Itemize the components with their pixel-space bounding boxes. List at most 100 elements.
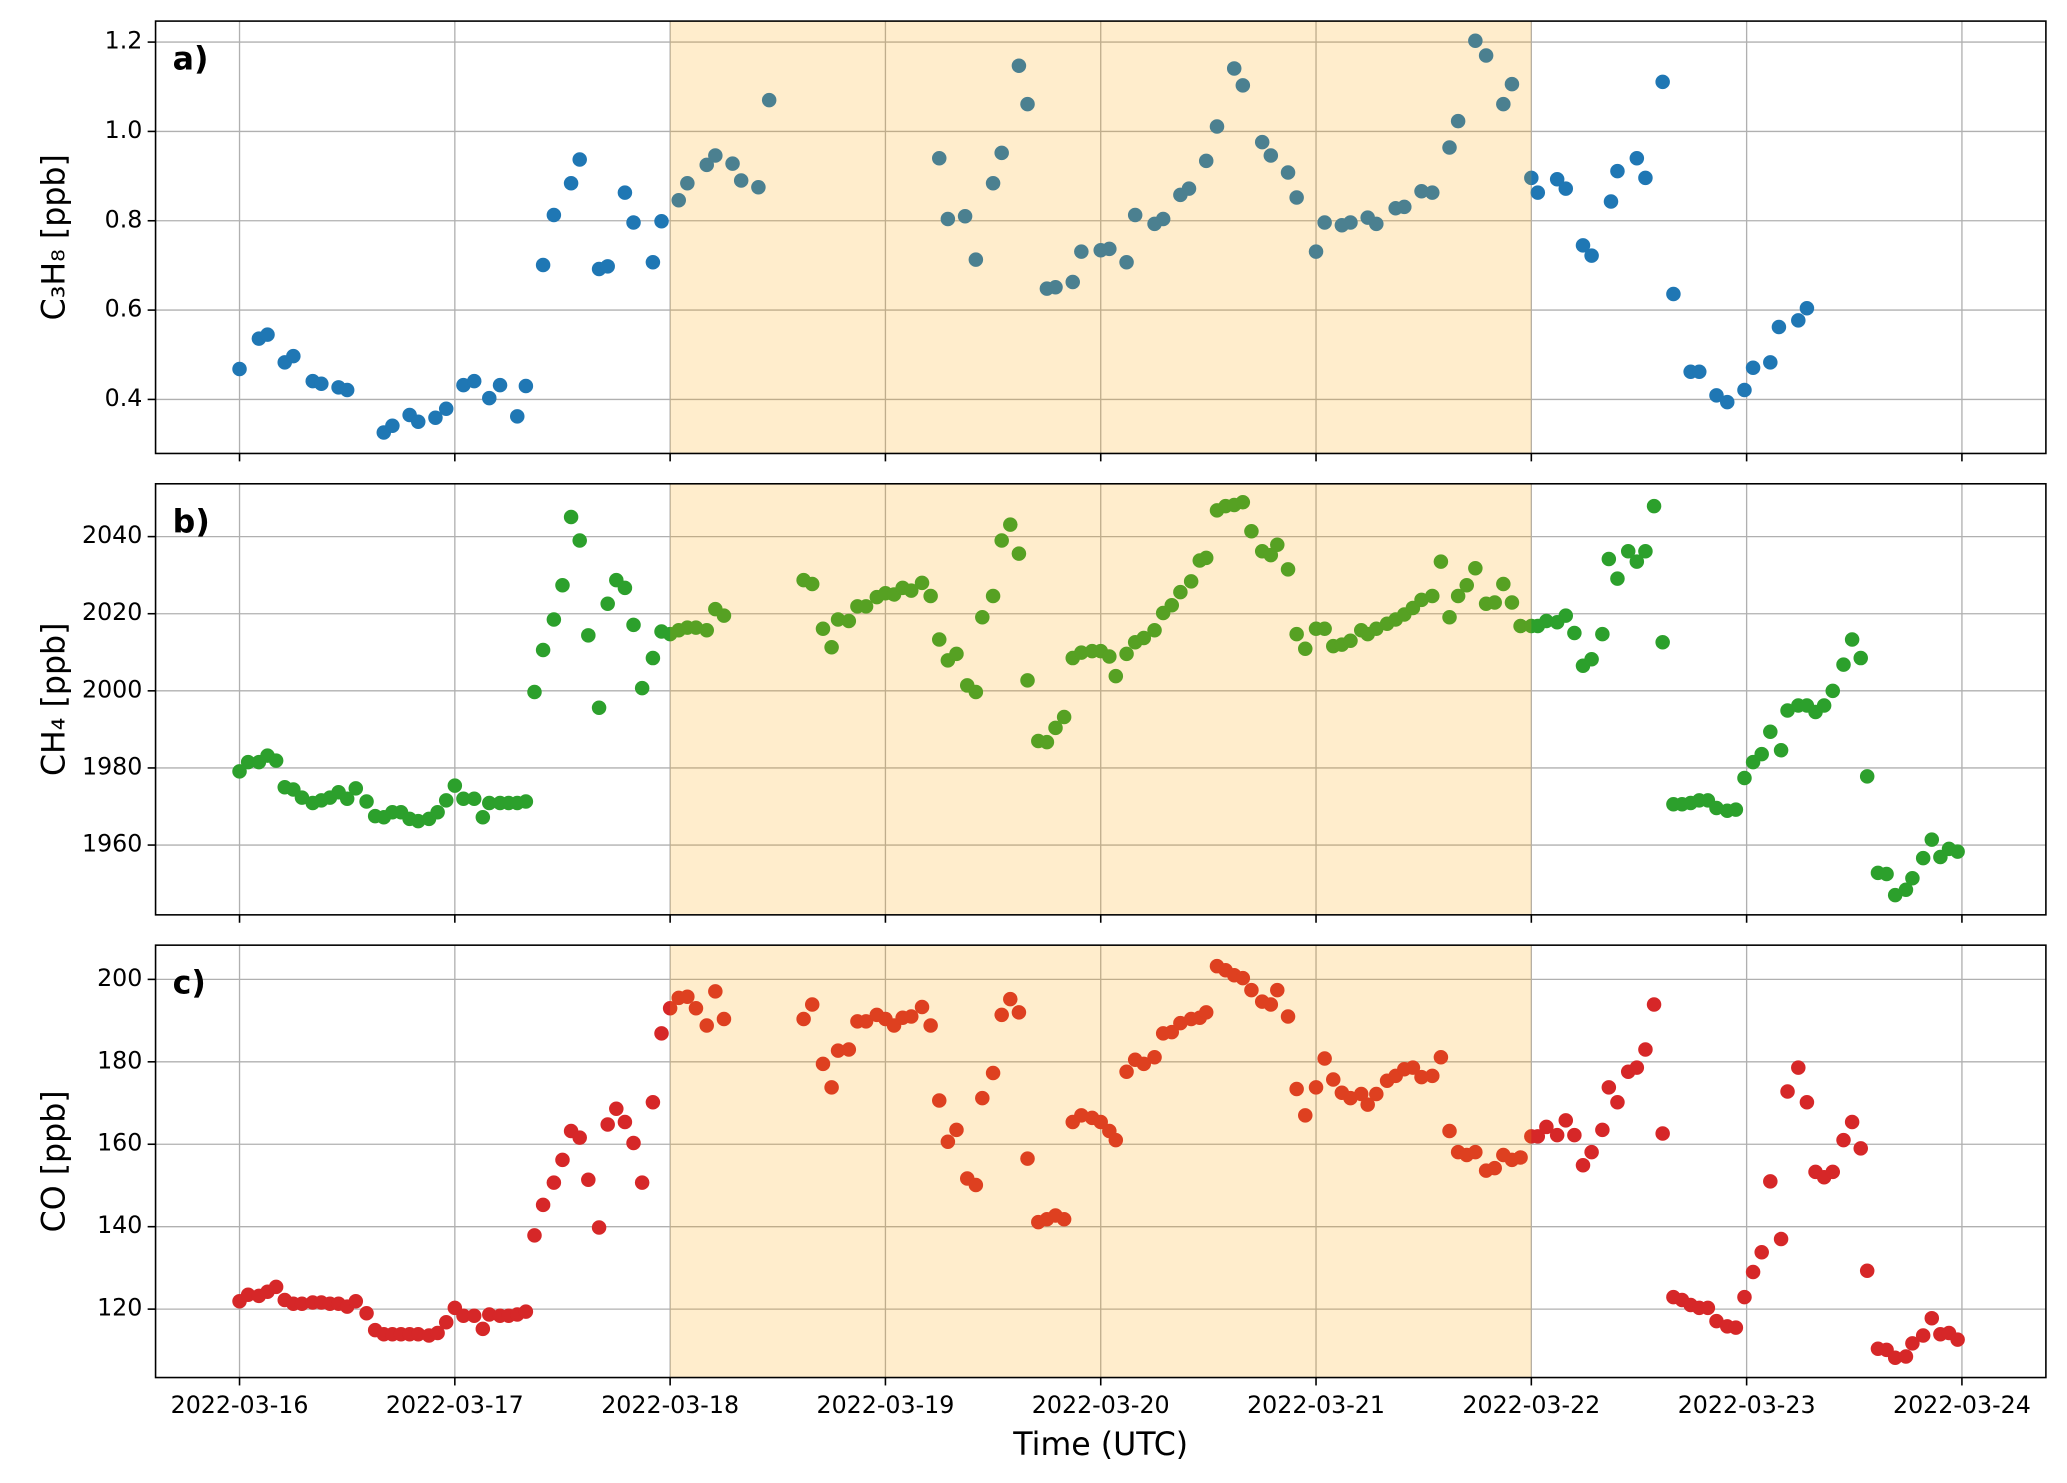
data-point <box>1263 997 1279 1012</box>
data-point <box>1433 1050 1449 1065</box>
data-point <box>510 409 525 424</box>
data-point <box>1343 215 1358 230</box>
data-point <box>688 1000 704 1016</box>
data-point <box>1235 78 1251 93</box>
data-point <box>975 609 990 625</box>
data-point <box>555 577 570 593</box>
data-point <box>1754 746 1769 762</box>
data-point <box>1263 547 1279 563</box>
data-point <box>1468 1144 1483 1160</box>
data-point <box>1020 96 1035 112</box>
data-point <box>1147 623 1162 638</box>
data-point <box>1478 48 1494 63</box>
data-point <box>1950 1332 1965 1347</box>
data-point <box>546 1175 562 1190</box>
data-point <box>968 1177 984 1193</box>
data-point <box>1298 1108 1313 1123</box>
data-point <box>609 1101 624 1117</box>
y-axis-label: C₃H₈ [ppb] <box>36 154 72 320</box>
data-point <box>1405 1060 1421 1075</box>
data-point <box>940 211 956 227</box>
data-point <box>645 255 661 270</box>
data-point <box>1164 597 1180 613</box>
data-point <box>985 1065 1001 1081</box>
shaded-span <box>670 945 1532 1378</box>
data-point <box>1737 1289 1752 1305</box>
data-point <box>1610 163 1625 179</box>
data-point <box>410 813 426 829</box>
data-point <box>1709 388 1724 403</box>
data-point <box>1343 633 1358 648</box>
data-point <box>1048 720 1063 736</box>
data-point <box>482 390 497 406</box>
data-point <box>1468 33 1483 48</box>
data-point <box>699 1018 714 1033</box>
data-point <box>994 145 1009 161</box>
data-point <box>1397 199 1412 215</box>
panel: 0.4 0.6 0.8 1.0 1.2 a) C₃H₈ [ppb] <box>36 20 2047 462</box>
data-point <box>1254 134 1270 150</box>
data-point <box>1198 1005 1214 1020</box>
data-point <box>563 509 579 525</box>
data-point <box>1425 1068 1440 1084</box>
data-point <box>1879 866 1894 882</box>
data-point <box>796 1011 811 1027</box>
data-point <box>1433 554 1449 569</box>
data-point <box>535 1197 551 1213</box>
data-point <box>654 1026 669 1041</box>
data-point <box>1011 546 1027 561</box>
data-point <box>1136 630 1152 646</box>
data-point <box>1887 887 1903 903</box>
data-point <box>1539 1119 1554 1135</box>
data-point <box>617 580 633 596</box>
data-point <box>1601 551 1617 567</box>
data-point <box>348 1294 364 1309</box>
data-point <box>824 640 839 655</box>
data-point <box>1414 184 1429 199</box>
data-point <box>1655 74 1670 90</box>
data-point <box>1709 1313 1724 1329</box>
data-point <box>626 215 641 230</box>
data-point <box>1119 646 1134 662</box>
data-point <box>466 1308 482 1323</box>
data-point <box>1119 255 1134 270</box>
data-point <box>1610 571 1625 586</box>
data-point <box>985 175 1001 191</box>
data-point <box>841 1042 857 1057</box>
panel: 120 140 160 180 200 2022-03-16 2022-03-17 2022-… <box>36 944 2047 1419</box>
data-point <box>680 989 695 1004</box>
data-point <box>617 1114 633 1130</box>
x-tick-label: 2022-03-24 <box>1893 1391 2031 1419</box>
x-axis-label: Time (UTC) <box>1012 1427 1188 1463</box>
data-point <box>1859 1263 1875 1279</box>
data-point <box>1575 238 1591 253</box>
shaded-span <box>670 483 1532 915</box>
data-point <box>1780 703 1795 718</box>
data-point <box>1317 215 1332 230</box>
data-point <box>527 684 542 700</box>
data-point <box>359 794 374 809</box>
data-point <box>475 1321 491 1337</box>
y-tick-label: 2040 <box>82 521 142 549</box>
data-point <box>1425 588 1440 604</box>
data-point <box>1289 626 1304 642</box>
data-point <box>1603 194 1619 209</box>
y-tick-label: 1.2 <box>105 27 143 55</box>
data-point <box>708 984 723 999</box>
data-point <box>572 1130 587 1145</box>
x-tick-label: 2022-03-16 <box>171 1391 309 1419</box>
data-point <box>447 778 463 793</box>
data-point <box>815 621 831 637</box>
data-point <box>680 175 695 191</box>
data-point <box>1442 140 1457 155</box>
data-point <box>904 583 919 598</box>
data-point <box>1728 802 1744 817</box>
data-point <box>1549 1127 1565 1143</box>
data-point <box>1638 544 1653 559</box>
data-point <box>617 185 633 200</box>
data-point <box>1887 1350 1903 1366</box>
x-tick-label: 2022-03-17 <box>386 1391 524 1419</box>
data-point <box>751 180 766 195</box>
data-point <box>1289 190 1304 205</box>
